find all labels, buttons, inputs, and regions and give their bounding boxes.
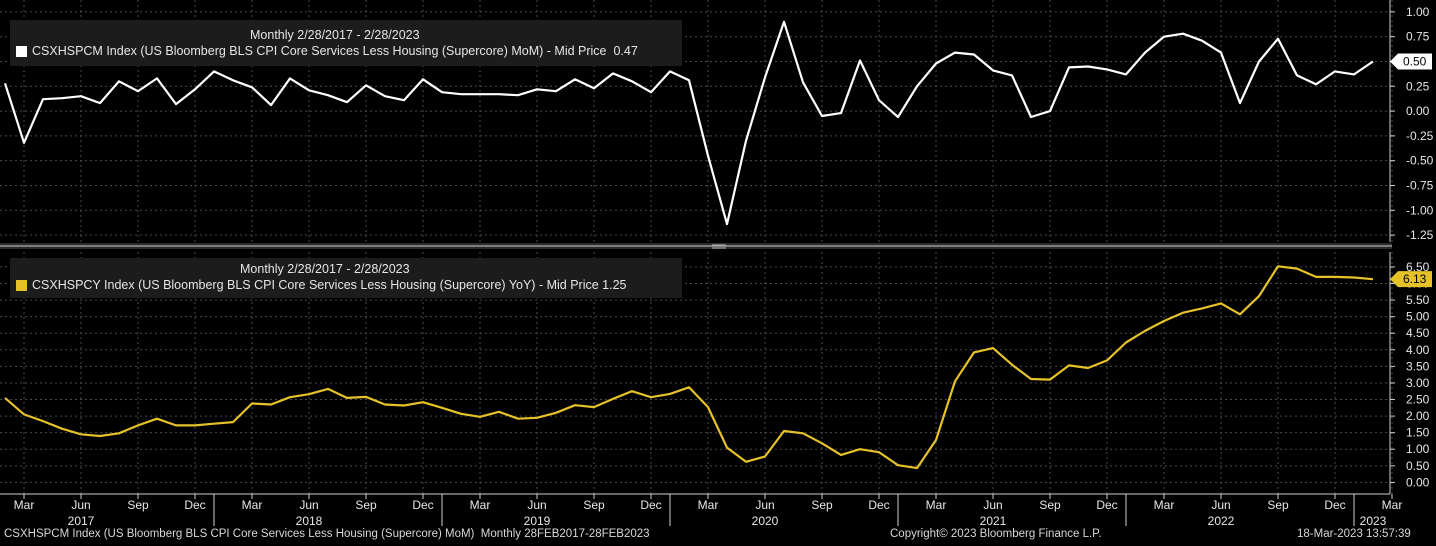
footer-left: CSXHSPCM Index (US Bloomberg BLS CPI Cor… [4, 528, 650, 540]
x-month-label: Jun [71, 498, 90, 512]
series-line-yoy [4, 265, 1374, 470]
x-month-label: Dec [184, 498, 205, 512]
y-tick-label: 0.50 [1406, 459, 1430, 473]
x-year-label: 2022 [1208, 514, 1235, 528]
y-tick-label: -0.25 [1406, 129, 1434, 143]
y-tick-label: 2.00 [1406, 409, 1430, 423]
x-month-label: Mar [470, 498, 491, 512]
x-month-label: Mar [14, 498, 35, 512]
y-tick-label: 4.00 [1406, 343, 1430, 357]
x-month-label: Sep [1039, 498, 1061, 512]
y-tick-label: 5.00 [1406, 310, 1430, 324]
y-tick-label: 5.50 [1406, 293, 1430, 307]
y-tick-label: 6.50 [1406, 260, 1430, 274]
x-month-label: Sep [811, 498, 833, 512]
legend-yoy-last-value: 1.25 [602, 278, 627, 292]
x-month-label: Mar [1154, 498, 1175, 512]
x-month-label: Jun [527, 498, 546, 512]
x-month-label: Jun [299, 498, 318, 512]
y-tick-label: -0.50 [1406, 154, 1434, 168]
x-month-label: Mar [1382, 498, 1403, 512]
legend-mom-period: Monthly 2/28/2017 - 2/28/2023 [250, 28, 420, 42]
y-tick-label: 1.50 [1406, 426, 1430, 440]
x-year-label: 2020 [752, 514, 779, 528]
x-month-label: Dec [412, 498, 433, 512]
x-month-label: Mar [926, 498, 947, 512]
x-month-label: Mar [698, 498, 719, 512]
x-year-label: 2019 [524, 514, 551, 528]
y-tick-label: 0.00 [1406, 475, 1430, 489]
x-year-label: 2021 [980, 514, 1007, 528]
last-value-tag-label: 6.13 [1403, 272, 1427, 286]
x-month-label: Mar [242, 498, 263, 512]
y-tick-label: 2.50 [1406, 393, 1430, 407]
x-month-label: Dec [640, 498, 661, 512]
y-tick-label: -1.00 [1406, 203, 1434, 217]
x-year-label: 2023 [1360, 514, 1387, 528]
legend-mom-swatch [16, 46, 27, 57]
x-month-label: Sep [1267, 498, 1289, 512]
last-value-tag-label: 0.50 [1403, 54, 1427, 68]
legend-mom-series-text: CSXHSPCM Index (US Bloomberg BLS CPI Cor… [32, 44, 607, 58]
x-month-label: Sep [127, 498, 149, 512]
x-month-label: Jun [755, 498, 774, 512]
y-tick-label: 0.75 [1406, 30, 1430, 44]
legend-yoy-swatch [16, 280, 27, 291]
x-month-label: Dec [868, 498, 889, 512]
y-tick-label: -0.75 [1406, 178, 1434, 192]
axis-layer: 1.00 0.75 0.50 0.25 0.00 -0.25 -0.50 -0.75 -1.00… [0, 0, 1434, 528]
legend-mom-last-value: 0.47 [613, 44, 638, 58]
x-month-label: Sep [355, 498, 377, 512]
y-tick-label: -1.25 [1406, 228, 1434, 242]
legend-mom-series-name: CSXHSPCM Index (US Bloomberg BLS CPI Cor… [32, 44, 638, 58]
legend-yoy-series-text: CSXHSPCY Index (US Bloomberg BLS CPI Cor… [32, 278, 599, 292]
series-line-mom [3, 20, 1374, 226]
last-value-tag [1390, 271, 1432, 288]
legend-yoy-series-name: CSXHSPCY Index (US Bloomberg BLS CPI Cor… [32, 278, 627, 292]
x-month-label: Jun [983, 498, 1002, 512]
x-month-label: Dec [1096, 498, 1117, 512]
x-year-label: 2017 [68, 514, 95, 528]
y-tick-label: 0.25 [1406, 79, 1430, 93]
legend-yoy: Monthly 2/28/2017 - 2/28/2023 CSXHSPCY I… [10, 258, 682, 298]
x-month-label: Dec [1324, 498, 1345, 512]
legend-mom: Monthly 2/28/2017 - 2/28/2023 CSXHSPCM I… [10, 20, 682, 66]
footer-timestamp: 18-Mar-2023 13:57:39 [1297, 528, 1411, 540]
last-value-tag [1390, 53, 1432, 70]
y-tick-label: 3.50 [1406, 359, 1430, 373]
footer-copyright: Copyright© 2023 Bloomberg Finance L.P. [890, 528, 1102, 540]
x-month-label: Sep [583, 498, 605, 512]
y-tick-label: 1.00 [1406, 5, 1430, 19]
y-tick-label: 3.00 [1406, 376, 1430, 390]
y-tick-label: 4.50 [1406, 326, 1430, 340]
y-tick-label: 0.00 [1406, 104, 1430, 118]
y-tick-label: 1.00 [1406, 442, 1430, 456]
series-layer [3, 20, 1374, 470]
legend-yoy-period: Monthly 2/28/2017 - 2/28/2023 [240, 262, 410, 276]
x-year-label: 2018 [296, 514, 323, 528]
x-month-label: Jun [1211, 498, 1230, 512]
